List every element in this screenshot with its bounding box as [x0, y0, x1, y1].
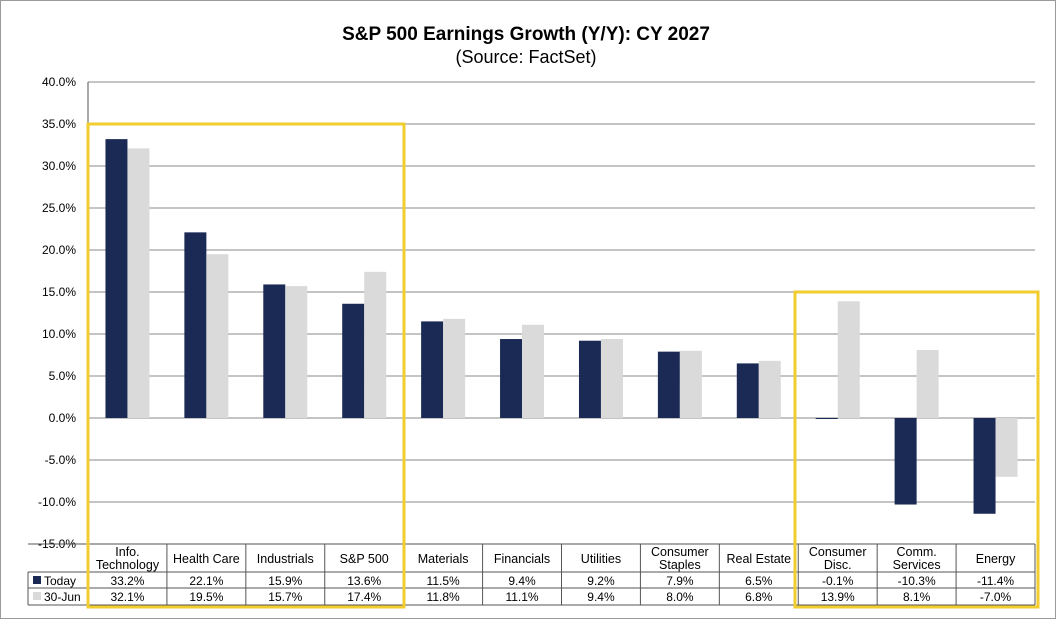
- bar-30-jun: [443, 318, 466, 418]
- y-tick-label: 40.0%: [42, 75, 76, 89]
- bar-today: [815, 418, 838, 419]
- data-label: 32.1%: [110, 590, 144, 604]
- legend-label: Today: [44, 574, 76, 588]
- data-label: 19.5%: [189, 590, 223, 604]
- highlight-box: [793, 290, 1040, 609]
- data-label: 13.6%: [347, 574, 381, 588]
- data-label: 6.8%: [745, 590, 773, 604]
- y-tick-label: 0.0%: [49, 411, 77, 425]
- category-label: Industrials: [257, 552, 314, 566]
- y-tick-label: 10.0%: [42, 327, 76, 341]
- data-label: 15.9%: [268, 574, 302, 588]
- bar-30-jun: [837, 301, 860, 418]
- bar-30-jun: [995, 418, 1018, 477]
- bar-30-jun: [127, 148, 150, 419]
- category-label: Comm.: [896, 545, 936, 559]
- data-label: -0.1%: [822, 574, 854, 588]
- category-label: Health Care: [173, 552, 240, 566]
- data-label: 9.2%: [587, 574, 615, 588]
- bar-today: [184, 232, 207, 418]
- category-label: Staples: [659, 558, 701, 572]
- data-label: 15.7%: [268, 590, 302, 604]
- y-tick-label: 15.0%: [42, 285, 76, 299]
- bar-today: [342, 303, 365, 418]
- highlight-boxes: [86, 122, 1040, 609]
- bar-30-jun: [522, 324, 545, 418]
- bar-today: [973, 418, 996, 514]
- data-label: 6.5%: [745, 574, 773, 588]
- y-tick-label: 25.0%: [42, 201, 76, 215]
- highlight-box: [86, 122, 406, 609]
- bar-today: [105, 139, 128, 418]
- chart-title: S&P 500 Earnings Growth (Y/Y): CY 2027: [342, 24, 710, 45]
- data-label: 22.1%: [189, 574, 223, 588]
- bar-today: [578, 340, 601, 418]
- category-label: Consumer: [809, 545, 867, 559]
- data-label: 11.5%: [427, 574, 460, 588]
- data-label: 8.0%: [666, 590, 694, 604]
- bar-30-jun: [285, 286, 308, 418]
- category-label: Financials: [494, 552, 550, 566]
- bar-30-jun: [758, 360, 781, 418]
- category-label: Services: [893, 558, 941, 572]
- y-axis-ticks: 40.0% 35.0% 30.0% 25.0% 20.0% 15.0% 10.0% 5.0% 0…: [38, 75, 76, 551]
- data-label: -10.3%: [898, 574, 936, 588]
- data-label: 9.4%: [508, 574, 536, 588]
- data-label: 33.2%: [110, 574, 144, 588]
- data-label: 9.4%: [587, 590, 615, 604]
- bars: [105, 139, 1018, 514]
- bar-today: [657, 351, 680, 418]
- bar-today: [421, 321, 444, 418]
- category-label: Utilities: [581, 552, 621, 566]
- data-label: 17.4%: [347, 590, 381, 604]
- data-label: 11.8%: [427, 590, 460, 604]
- bar-30-jun: [679, 350, 702, 418]
- data-label: 7.9%: [666, 574, 694, 588]
- legend-swatch: [33, 576, 41, 584]
- category-label: Real Estate: [726, 552, 791, 566]
- bar-today: [263, 284, 286, 418]
- category-label: Materials: [418, 552, 469, 566]
- bar-30-jun: [206, 254, 229, 418]
- data-label: -7.0%: [980, 590, 1012, 604]
- y-tick-label: 35.0%: [42, 117, 76, 131]
- bar-today: [736, 363, 759, 418]
- category-label: Info.: [115, 545, 139, 559]
- bar-today: [500, 339, 523, 418]
- data-label: 13.9%: [821, 590, 855, 604]
- category-label: Disc.: [824, 558, 852, 572]
- y-tick-label: -10.0%: [38, 495, 76, 509]
- y-tick-label: 20.0%: [42, 243, 76, 257]
- legend-label: 30-Jun: [44, 590, 81, 604]
- category-label: Consumer: [651, 545, 709, 559]
- data-label: 11.1%: [505, 590, 538, 604]
- y-tick-label: 5.0%: [49, 369, 77, 383]
- data-label: -11.4%: [977, 574, 1014, 588]
- legend-swatch: [33, 592, 41, 600]
- chart-subtitle: (Source: FactSet): [455, 47, 596, 67]
- bar-30-jun: [364, 271, 387, 418]
- bar-today: [894, 418, 917, 505]
- y-tick-label: -5.0%: [45, 453, 77, 467]
- data-label: 8.1%: [903, 590, 931, 604]
- y-tick-label: 30.0%: [42, 159, 76, 173]
- category-label: Technology: [96, 558, 160, 572]
- category-label: Energy: [976, 552, 1016, 566]
- category-label: S&P 500: [340, 552, 389, 566]
- data-table: Info.Technology 33.2% 32.1% Health Care 22.1…: [27, 543, 1036, 606]
- bar-30-jun: [916, 349, 939, 418]
- bar-30-jun: [600, 339, 623, 418]
